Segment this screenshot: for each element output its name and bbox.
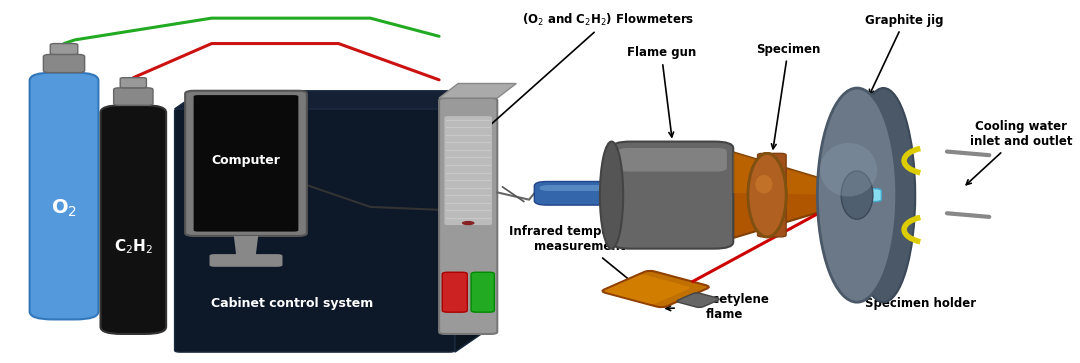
Text: Graphite jig: Graphite jig: [865, 13, 944, 94]
Text: Cabinet control system: Cabinet control system: [212, 297, 374, 310]
Text: Cooling water
inlet and outlet: Cooling water inlet and outlet: [967, 120, 1072, 185]
Polygon shape: [440, 83, 516, 98]
Text: Oxyacetylene
flame: Oxyacetylene flame: [666, 293, 770, 321]
Text: Specimen: Specimen: [756, 42, 821, 149]
FancyBboxPatch shape: [603, 271, 708, 307]
FancyBboxPatch shape: [855, 189, 881, 201]
FancyBboxPatch shape: [611, 142, 733, 249]
FancyBboxPatch shape: [535, 182, 617, 205]
Polygon shape: [733, 152, 855, 195]
FancyBboxPatch shape: [51, 44, 78, 54]
Polygon shape: [175, 91, 482, 109]
Ellipse shape: [818, 88, 896, 302]
FancyBboxPatch shape: [29, 73, 98, 319]
Text: C$_2$H$_2$: C$_2$H$_2$: [113, 238, 153, 256]
Ellipse shape: [820, 143, 877, 196]
Ellipse shape: [852, 88, 915, 302]
Text: O$_2$: O$_2$: [51, 198, 77, 219]
FancyBboxPatch shape: [540, 185, 611, 191]
FancyBboxPatch shape: [193, 95, 298, 232]
FancyBboxPatch shape: [618, 148, 727, 172]
Text: Specimen holder: Specimen holder: [865, 289, 976, 310]
FancyBboxPatch shape: [185, 91, 307, 236]
FancyBboxPatch shape: [43, 54, 84, 73]
Text: Infrared temperature
measurement: Infrared temperature measurement: [509, 225, 651, 286]
Text: (O$_2$ and C$_2$H$_2$) Flowmeters: (O$_2$ and C$_2$H$_2$) Flowmeters: [465, 12, 694, 147]
FancyBboxPatch shape: [471, 272, 495, 312]
FancyBboxPatch shape: [677, 293, 719, 307]
Ellipse shape: [599, 142, 623, 249]
Text: Computer: Computer: [212, 154, 281, 167]
Ellipse shape: [748, 153, 786, 237]
FancyBboxPatch shape: [175, 109, 455, 352]
FancyBboxPatch shape: [120, 78, 147, 88]
Ellipse shape: [748, 153, 786, 237]
Circle shape: [462, 221, 474, 225]
FancyBboxPatch shape: [100, 105, 166, 334]
FancyBboxPatch shape: [757, 153, 786, 237]
Polygon shape: [234, 236, 258, 256]
FancyBboxPatch shape: [605, 275, 690, 304]
Polygon shape: [455, 91, 482, 352]
Polygon shape: [733, 152, 855, 238]
FancyBboxPatch shape: [210, 254, 283, 267]
FancyBboxPatch shape: [440, 98, 497, 334]
Text: Flame gun: Flame gun: [626, 46, 696, 137]
Ellipse shape: [755, 175, 772, 193]
FancyBboxPatch shape: [113, 88, 153, 105]
FancyBboxPatch shape: [444, 116, 492, 225]
FancyBboxPatch shape: [443, 272, 468, 312]
Ellipse shape: [841, 171, 873, 219]
